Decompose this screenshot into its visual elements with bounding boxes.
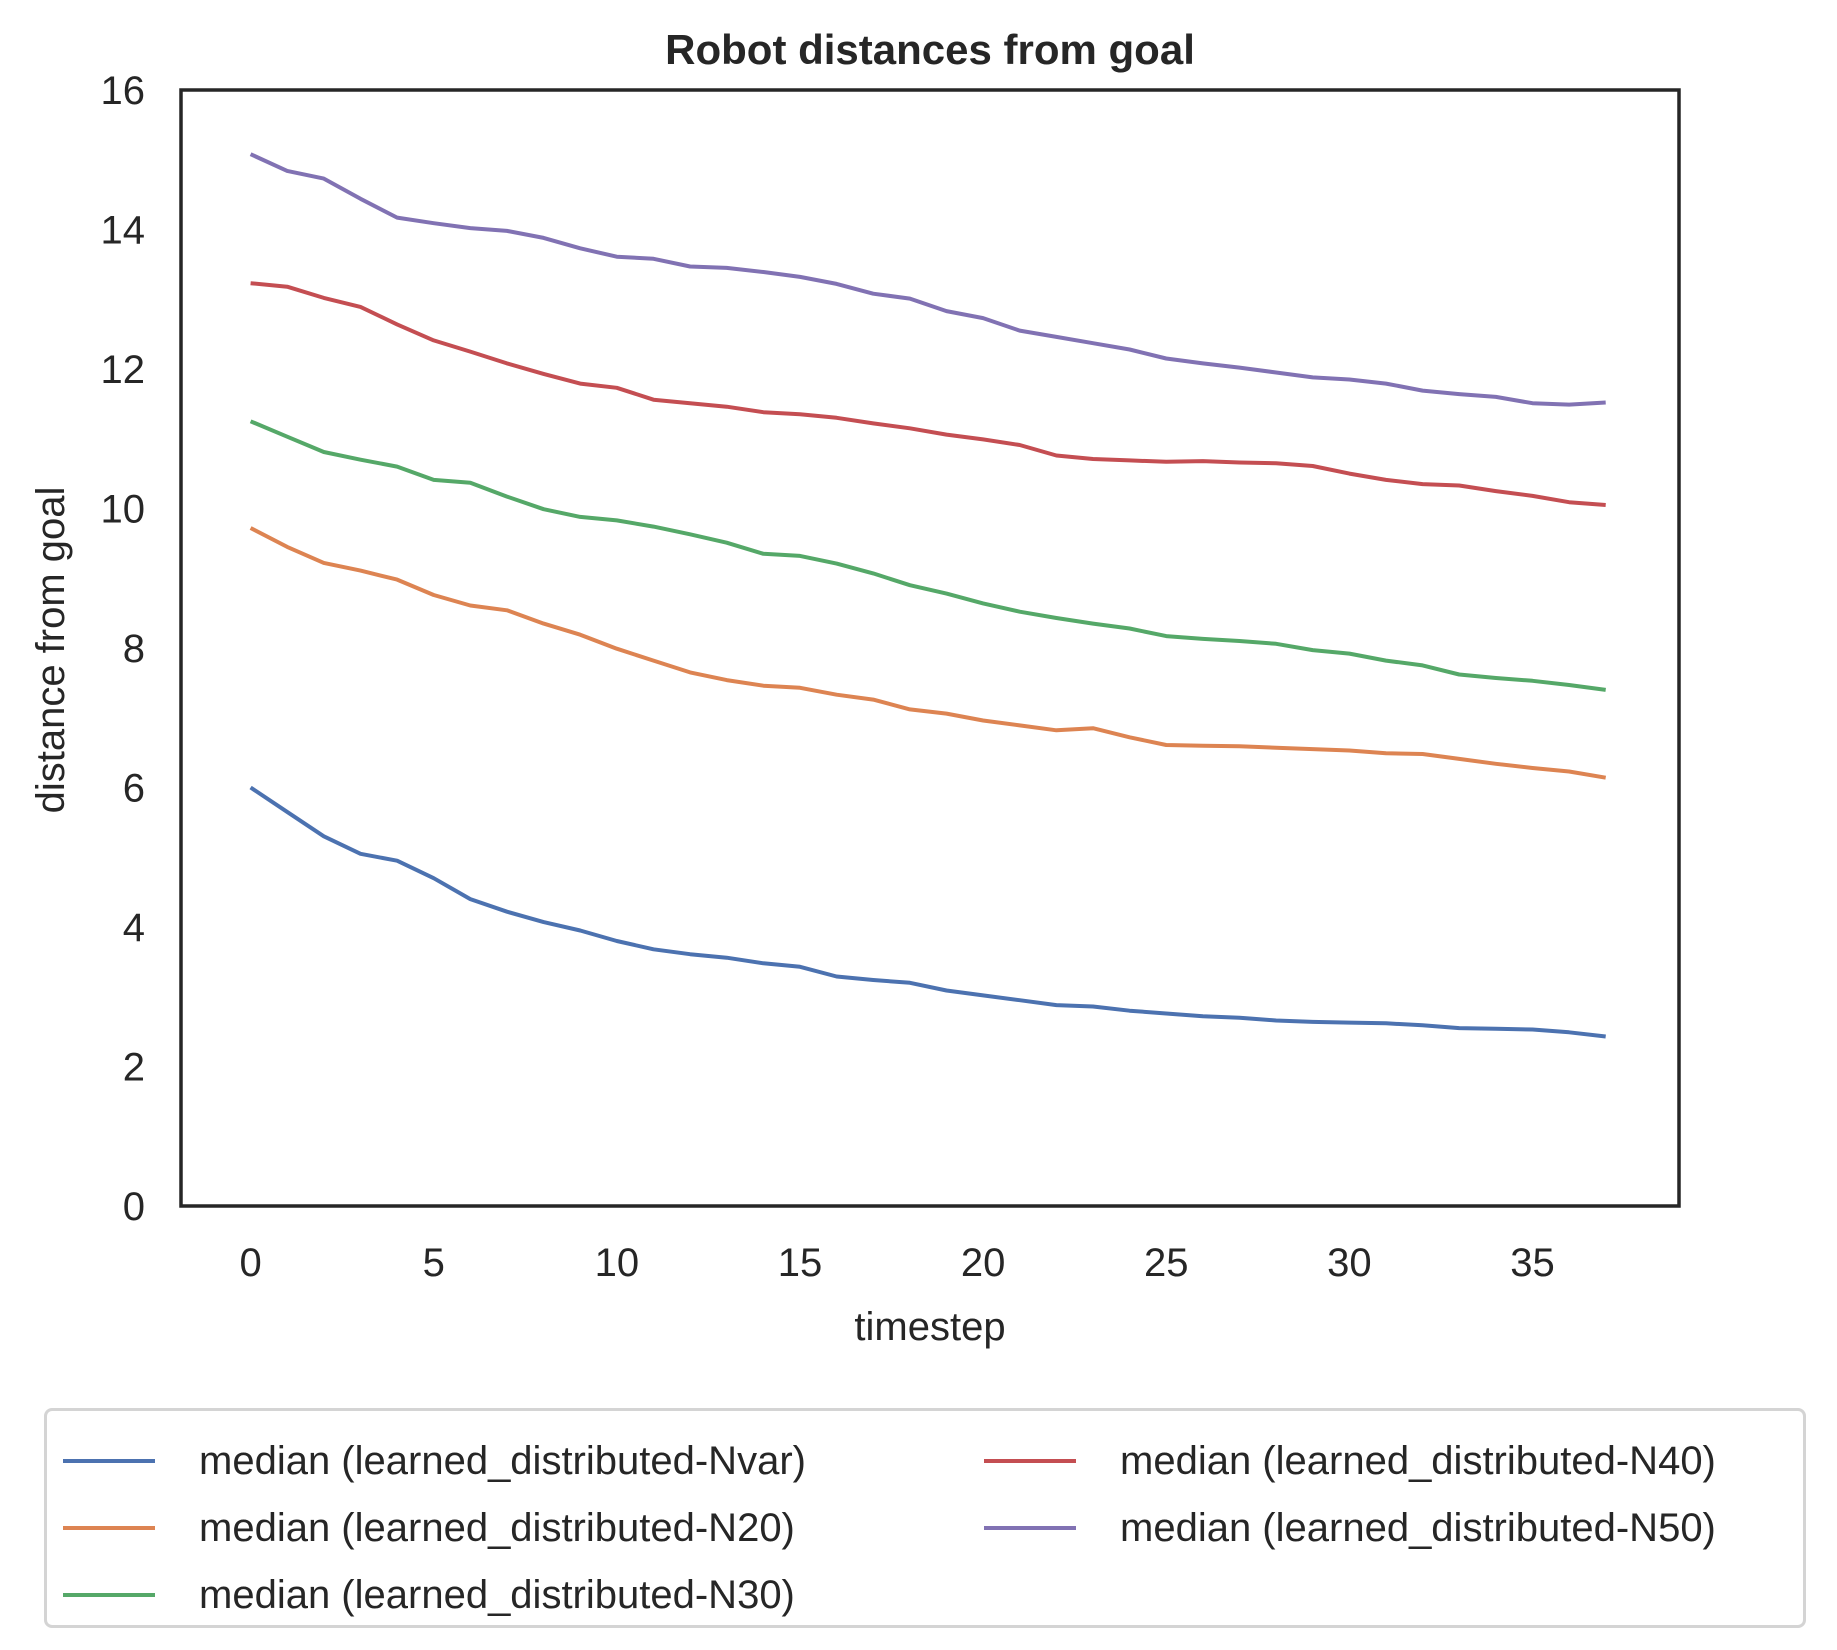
y-tick-label: 16 [101,69,146,113]
legend-label: median (learned_distributed-N30) [199,1572,795,1617]
legend-label: median (learned_distributed-N20) [199,1505,795,1550]
x-tick-labels: 0 5 10 15 20 25 30 35 [239,1241,1554,1285]
y-tick-label: 4 [123,906,145,950]
legend-item-2: median (learned_distributed-N20) [63,1498,795,1558]
legend-label: median (learned_distributed-N50) [1120,1505,1716,1550]
series-layer [249,152,1607,1039]
y-tick-label: 8 [123,627,145,671]
series-line-3 [249,419,1606,692]
legend-item-1: median (learned_distributed-Nvar) [63,1431,806,1491]
series-line-1 [249,785,1606,1039]
x-tick-label: 30 [1327,1241,1372,1285]
x-tick-label: 5 [423,1241,445,1285]
legend-item-3: median (learned_distributed-N30) [63,1565,795,1625]
legend-label: median (learned_distributed-Nvar) [199,1438,806,1483]
legend-swatch [63,1593,155,1597]
plot-frame [179,88,1681,1208]
series-line-5 [249,152,1606,407]
x-tick-label: 15 [778,1241,823,1285]
legend-swatch [63,1459,155,1463]
legend-label: median (learned_distributed-N40) [1120,1438,1716,1483]
series-line-2 [249,526,1607,780]
series-line-4 [250,281,1606,507]
y-tick-label: 2 [123,1046,145,1090]
y-tick-label: 14 [101,209,146,253]
x-tick-label: 20 [961,1241,1006,1285]
legend-item-4: median (learned_distributed-N40) [984,1431,1716,1491]
legend: median (learned_distributed-Nvar)median … [44,1408,1806,1628]
y-tick-label: 12 [101,348,146,392]
y-tick-labels: 0 2 4 6 8 10 12 14 16 [101,69,146,1229]
legend-swatch [63,1526,155,1530]
chart-title: Robot distances from goal [665,26,1195,73]
y-axis-label: distance from goal [29,487,73,814]
legend-item-5: median (learned_distributed-N50) [984,1498,1716,1558]
y-tick-label: 10 [101,488,146,532]
legend-swatch [984,1526,1076,1530]
x-tick-label: 0 [239,1241,261,1285]
x-tick-label: 10 [595,1241,640,1285]
legend-swatch [984,1459,1076,1463]
y-tick-label: 0 [123,1185,145,1229]
x-tick-label: 35 [1510,1241,1555,1285]
x-tick-label: 25 [1144,1241,1189,1285]
y-tick-label: 6 [123,767,145,811]
x-axis-label: timestep [854,1305,1005,1349]
